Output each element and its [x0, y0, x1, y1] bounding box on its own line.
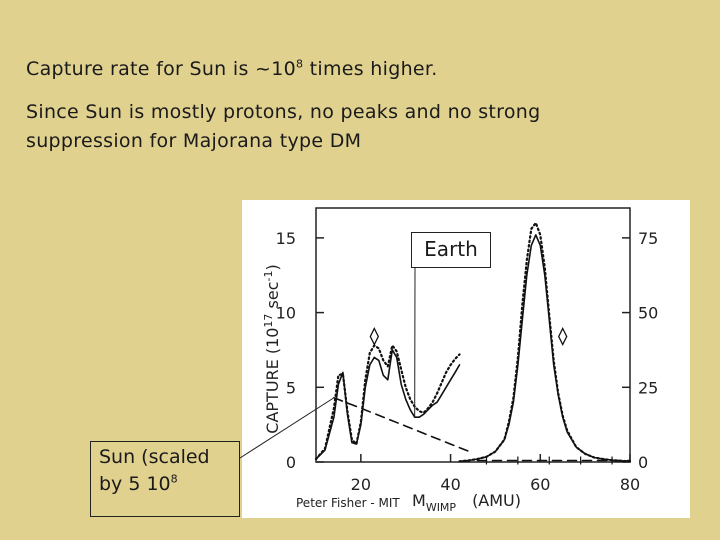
capture-rate-exponent: 8 [295, 57, 304, 71]
capture-curve-dotted [314, 344, 461, 461]
plot-frame [315, 207, 631, 463]
capture-rate-tail: times higher. [303, 58, 438, 80]
x-tick-label: 20 [351, 475, 371, 494]
sun-label-box: Sun (scaled by 5 108 [90, 441, 240, 517]
sun-label-line2: by 5 108 [99, 471, 239, 498]
x-tick-label: 40 [440, 475, 460, 494]
x-tick-label: 60 [530, 475, 550, 494]
y-axis-label-part: ) [263, 264, 282, 270]
x-axis-label: MWIMP (AMU) [412, 491, 521, 514]
y-axis-label-part: 17 [262, 314, 275, 328]
y-axis-label: CAPTURE (1017 sec-1) [262, 264, 282, 433]
y-axis-label-part: sec [263, 281, 282, 313]
capture-curve-dashed [333, 397, 474, 454]
capture-curve-solid [315, 349, 461, 460]
y-left-tick-label: 10 [276, 304, 296, 323]
sun-label-line1: Sun (scaled [99, 446, 210, 468]
diamond-marker [557, 327, 568, 346]
sun-label-scale: by 5 10 [99, 473, 171, 495]
y-left-tick-label: 5 [286, 378, 296, 397]
diamond-marker [369, 327, 380, 346]
y-right-tick-label: 0 [638, 453, 648, 472]
x-axis-label-subscript: WIMP [426, 501, 457, 514]
x-tick-label: 80 [620, 475, 640, 494]
y-right-tick-label: 75 [638, 229, 658, 248]
sun-label-exponent: 8 [170, 472, 178, 486]
y-axis-label-part: -1 [262, 271, 275, 282]
capture-rate-figure: 0 5 10 15 0 25 50 75 20 40 60 80 CAPTURE (1017 sec-1… [242, 200, 690, 518]
y-left-tick-label: 15 [276, 229, 296, 248]
credit-text: Peter Fisher - MIT [296, 496, 400, 510]
capture-rate-text: Capture rate for Sun is ~10 [26, 58, 296, 80]
capture-curve-dotted [458, 221, 632, 463]
y-right-tick-label: 25 [638, 378, 658, 397]
y-axis-label-part: CAPTURE (10 [263, 328, 282, 434]
capture-rate-statement: Capture rate for Sun is ~108 times highe… [26, 58, 438, 80]
y-left-tick-label: 0 [286, 453, 296, 472]
x-axis-label-symbol: M [412, 491, 426, 510]
earth-label: Earth [411, 232, 491, 268]
y-right-tick-label: 50 [638, 304, 658, 323]
x-axis-label-unit: (AMU) [472, 491, 521, 510]
sun-protons-statement: Since Sun is mostly protons, no peaks an… [26, 101, 541, 152]
